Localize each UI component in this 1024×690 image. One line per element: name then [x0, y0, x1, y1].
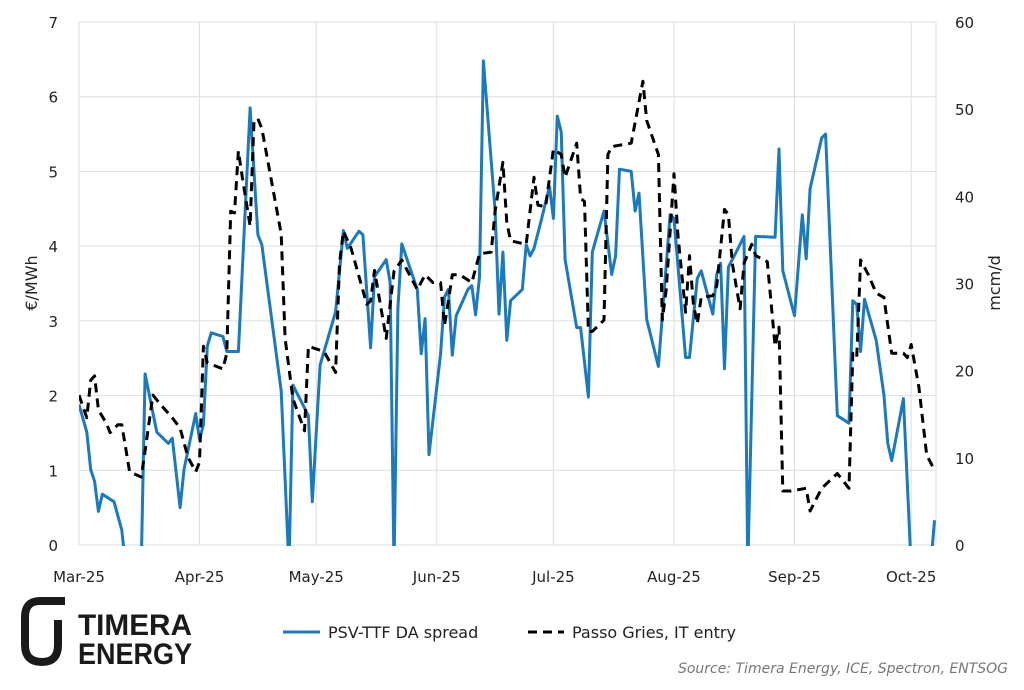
- timera-energy-logo: TIMERA ENERGY: [21, 597, 192, 671]
- legend-label-psv-ttf: PSV-TTF DA spread: [328, 623, 478, 642]
- y-axis-left-ticks: 0 1 2 3 4 5 6 7: [48, 14, 58, 555]
- x-tick-label: Jun-25: [412, 568, 461, 586]
- y2-tick-label: 20: [955, 363, 974, 381]
- y-tick-label: 1: [48, 462, 58, 480]
- gridlines: [78, 21, 937, 546]
- y-tick-label: 2: [48, 388, 58, 406]
- y2-tick-label: 0: [955, 537, 965, 555]
- x-tick-label: Sep-25: [768, 568, 821, 586]
- plot-area: [79, 59, 936, 546]
- y-tick-label: 6: [48, 89, 58, 107]
- y2-tick-label: 10: [955, 450, 974, 468]
- logo-text-line-1: TIMERA: [78, 609, 192, 642]
- legend-label-passo-gries: Passo Gries, IT entry: [572, 623, 736, 642]
- x-tick-label: May-25: [289, 568, 344, 586]
- y-axis-left-label: €/MWh: [22, 255, 41, 310]
- y-tick-label: 5: [48, 163, 58, 181]
- x-tick-label: Mar-25: [53, 568, 105, 586]
- y-tick-label: 7: [48, 14, 58, 32]
- x-tick-label: Apr-25: [175, 568, 225, 586]
- series-line-psv-ttf-da-spread: [79, 59, 936, 546]
- x-tick-label: Jul-25: [531, 568, 575, 586]
- x-axis-ticks: Mar-25 Apr-25 May-25 Jun-25 Jul-25 Aug-25 Sep-…: [53, 568, 936, 586]
- x-tick-label: Oct-25: [886, 568, 936, 586]
- y2-tick-label: 30: [955, 276, 974, 294]
- y-axis-right-label: mcm/d: [985, 255, 1004, 311]
- y-axis-right-ticks: 0 10 20 30 40 50 60: [955, 14, 974, 555]
- legend: PSV-TTF DA spread Passo Gries, IT entry: [283, 623, 736, 642]
- series-line-passo-gries-it-entry: [79, 79, 936, 513]
- y2-tick-label: 40: [955, 188, 974, 206]
- y2-tick-label: 50: [955, 101, 974, 119]
- x-tick-label: Aug-25: [647, 568, 701, 586]
- logo-mark-icon: [21, 597, 65, 667]
- y-tick-label: 3: [48, 313, 58, 331]
- y2-tick-label: 60: [955, 14, 974, 32]
- y-tick-label: 4: [48, 238, 58, 256]
- y-tick-label: 0: [48, 537, 58, 555]
- logo-text-line-2: ENERGY: [78, 638, 192, 671]
- source-note: Source: Timera Energy, ICE, Spectron, EN…: [678, 661, 1008, 677]
